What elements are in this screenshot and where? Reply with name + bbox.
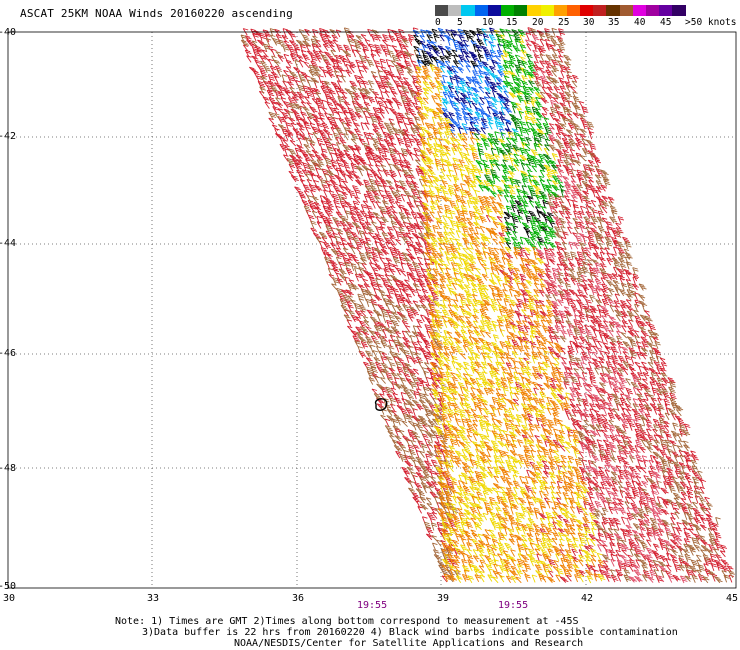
colorbar-swatch	[632, 5, 646, 16]
colorbar-swatch	[474, 5, 488, 16]
lon-label-30: 30	[3, 593, 16, 604]
colorbar-label: >50 knots	[685, 17, 737, 28]
colorbar-swatch	[566, 5, 581, 16]
colorbar-label: 0	[435, 17, 441, 28]
swath-time-left: 19:55	[357, 600, 388, 611]
wind-barb-group	[524, 33, 688, 584]
lat-label-50: -50	[0, 581, 17, 592]
colorbar-swatches	[435, 5, 686, 16]
lon-label-39: 39	[437, 593, 450, 604]
lon-label-36: 36	[292, 593, 305, 604]
map-title: ASCAT 25KM NOAA Winds 20160220 ascending	[20, 7, 293, 20]
colorbar-swatch	[461, 5, 475, 16]
lat-label-40: -40	[0, 27, 17, 38]
colorbar-swatch	[593, 5, 607, 16]
colorbar-label: 20	[532, 17, 544, 28]
note-line-2: 3)Data buffer is 22 hrs from 20160220 4)…	[142, 627, 678, 638]
wind-barb-group	[473, 29, 567, 199]
colorbar-label: 25	[558, 17, 570, 28]
colorbar-labels: 0 5 10 15 20 25 30 35 40 45 >50 knots	[435, 16, 736, 30]
wind-speed-colorbar: 0 5 10 15 20 25 30 35 40 45 >50 knots	[435, 5, 736, 30]
wind-barbs	[240, 27, 735, 584]
colorbar-swatch	[448, 5, 462, 16]
colorbar-swatch	[487, 5, 501, 16]
colorbar-swatch	[540, 5, 554, 16]
colorbar-label: 15	[506, 17, 518, 28]
map-frame	[7, 31, 737, 589]
colorbar-swatch	[646, 5, 660, 16]
colorbar-label: 45	[660, 17, 672, 28]
colorbar-label: 10	[482, 17, 494, 28]
lat-label-48: -48	[0, 463, 17, 474]
colorbar-swatch	[606, 5, 620, 16]
colorbar-swatch	[435, 5, 449, 16]
colorbar-swatch	[580, 5, 594, 16]
swath-time-right: 19:55	[498, 600, 529, 611]
lat-label-44: -44	[0, 238, 17, 249]
lat-label-42: -42	[0, 131, 17, 142]
colorbar-label: 35	[608, 17, 620, 28]
colorbar-swatch	[500, 5, 515, 16]
wind-barb-group	[414, 65, 605, 584]
island-outline	[374, 398, 388, 411]
note-line-3: NOAA/NESDIS/Center for Satellite Applica…	[234, 638, 584, 649]
colorbar-label: 30	[583, 17, 595, 28]
colorbar-swatch	[553, 5, 567, 16]
lon-label-33: 33	[147, 593, 160, 604]
colorbar-label: 40	[634, 17, 646, 28]
colorbar-swatch	[619, 5, 633, 16]
colorbar-swatch	[527, 5, 541, 16]
lon-label-42: 42	[581, 593, 594, 604]
colorbar-swatch	[672, 5, 686, 16]
colorbar-swatch	[514, 5, 528, 16]
colorbar-swatch	[659, 5, 673, 16]
colorbar-label: 5	[457, 17, 463, 28]
lon-label-45: 45	[726, 593, 739, 604]
lat-label-46: -46	[0, 348, 17, 359]
note-line-1: Note: 1) Times are GMT 2)Times along bot…	[115, 616, 579, 627]
